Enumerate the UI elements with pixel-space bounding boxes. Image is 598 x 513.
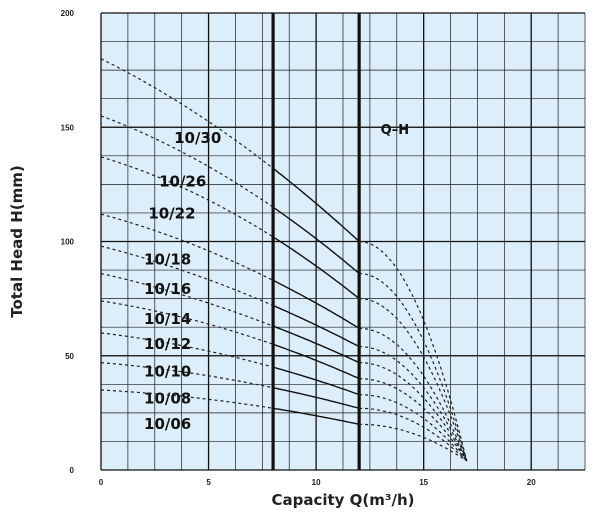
curve-10/22-dashed-left <box>100 156 274 238</box>
x-tick-label: 5 <box>206 478 211 487</box>
curve-10/18-dashed-right <box>359 327 468 462</box>
qh-annotation: Q–H <box>381 123 409 138</box>
curve-10/26-solid <box>272 206 360 275</box>
curve-10/08-solid <box>272 387 360 409</box>
curve-10/08-dashed-right <box>359 407 468 462</box>
curve-10/10-dashed-right <box>359 394 468 462</box>
curve-group <box>100 58 468 462</box>
y-tick-label: 100 <box>61 238 75 247</box>
curve-10/12-solid <box>272 343 360 380</box>
x-tick-label: 20 <box>527 478 536 487</box>
curve-10/18-solid <box>272 279 360 329</box>
curve-10/16-dashed-right <box>359 346 468 462</box>
curve-10/12-dashed-right <box>359 378 468 462</box>
curve-10/30-dashed-left <box>100 58 274 169</box>
curve-label-10/10: 10/10 <box>144 362 191 380</box>
curve-label-10/30: 10/30 <box>174 129 221 147</box>
y-axis-title: Total Head H(mm) <box>8 165 26 318</box>
curve-10/26-dashed-right <box>359 272 468 462</box>
curve-10/06-solid <box>272 407 360 425</box>
curve-10/06-dashed-right <box>359 423 468 462</box>
curve-10/16-dashed-left <box>100 245 274 307</box>
curve-10/10-solid <box>272 366 360 396</box>
curve-label-10/12: 10/12 <box>144 335 191 353</box>
curve-10/10-dashed-left <box>100 332 274 368</box>
curve-10/18-dashed-left <box>100 213 274 281</box>
curve-10/30-dashed-right <box>359 240 468 462</box>
curve-label-10/16: 10/16 <box>144 280 191 298</box>
x-tick-label: 0 <box>99 478 104 487</box>
x-tick-label: 15 <box>419 478 428 487</box>
curve-10/22-dashed-right <box>359 298 468 462</box>
curve-label-10/22: 10/22 <box>148 205 195 223</box>
y-tick-label: 200 <box>61 9 75 18</box>
curve-10/08-dashed-left <box>100 362 274 389</box>
curve-10/30-solid <box>272 167 360 243</box>
curve-10/22-solid <box>272 236 360 300</box>
curve-label-10/18: 10/18 <box>144 250 191 268</box>
y-tick-label: 150 <box>61 123 75 132</box>
x-tick-label: 10 <box>312 478 321 487</box>
curve-10/06-dashed-left <box>100 389 274 409</box>
curve-labels: 10/30 10/26 10/22 10/18 10/16 10/14 10/12 10/10… <box>144 129 221 433</box>
curve-10/16-solid <box>272 304 360 348</box>
curve-label-10/08: 10/08 <box>144 390 191 408</box>
y-tick-label: 50 <box>65 352 74 361</box>
curve-10/14-dashed-right <box>359 362 468 462</box>
y-tick-label: 0 <box>70 466 75 475</box>
x-axis-title: Capacity Q(m³/h) <box>271 491 414 509</box>
curve-label-10/06: 10/06 <box>144 415 191 433</box>
curve-label-10/26: 10/26 <box>159 173 206 191</box>
curve-label-10/14: 10/14 <box>144 310 191 328</box>
curve-10/26-dashed-left <box>100 115 274 208</box>
curve-10/14-solid <box>272 325 360 364</box>
